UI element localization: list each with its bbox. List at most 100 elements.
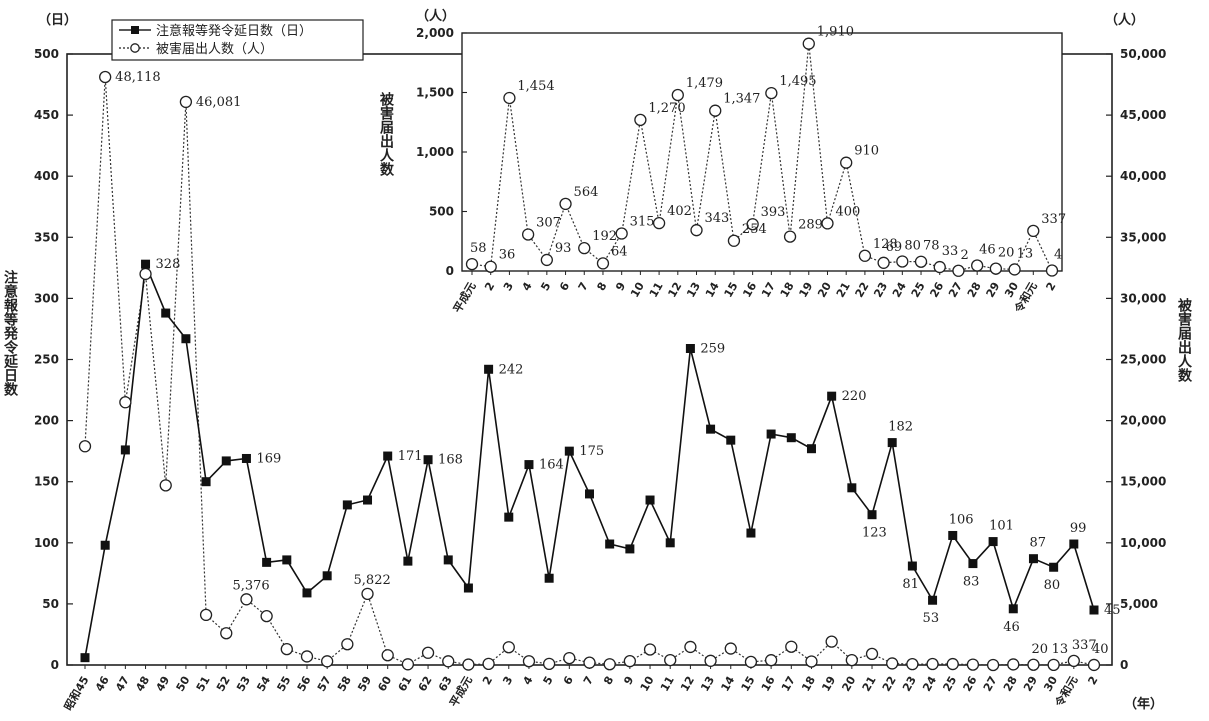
inset-victims-point [578, 242, 591, 255]
victims-point [220, 627, 233, 640]
right-tick-label: 35,000 [1120, 230, 1166, 244]
data-label: 169 [256, 451, 281, 466]
victims-point [906, 658, 919, 671]
victims-point [482, 657, 495, 671]
victims-point [684, 640, 697, 654]
days-point [302, 588, 312, 598]
victims-point [280, 642, 293, 656]
days-point [161, 308, 171, 318]
inset-tick-label: 0 [446, 264, 454, 278]
inset-data-label: 1,347 [723, 92, 760, 107]
inset-data-label: 910 [854, 144, 879, 159]
data-label: 106 [949, 512, 974, 527]
victims-point [401, 658, 415, 671]
victims-point [805, 655, 818, 668]
data-label: 101 [989, 519, 1014, 534]
days-point [726, 435, 736, 445]
victims-point [583, 656, 596, 669]
inset-data-label: 564 [574, 185, 599, 200]
days-point [685, 344, 695, 354]
inset-data-label: 307 [536, 215, 561, 230]
inset-victims-point [933, 260, 946, 274]
days-point [988, 537, 998, 547]
inset-victims-point [634, 113, 647, 127]
days-point [141, 259, 151, 269]
inset-data-label: 2 [960, 248, 968, 263]
victims-point [926, 657, 939, 671]
inset-victims-point [690, 224, 703, 237]
inset-victims-point [521, 228, 535, 241]
days-point [564, 446, 574, 456]
data-label: 182 [888, 420, 913, 435]
victims-point [865, 647, 879, 661]
days-point [605, 539, 615, 549]
days-point [120, 445, 130, 455]
left-tick-label: 400 [34, 169, 59, 183]
days-point [1008, 604, 1018, 614]
victims-point [825, 635, 838, 648]
days-point [363, 495, 373, 505]
days-point [504, 512, 514, 522]
left-tick-label: 200 [34, 414, 59, 428]
victims-point [300, 650, 314, 663]
days-point [665, 538, 675, 548]
inset-data-label: 1,479 [686, 76, 723, 91]
days-point [463, 583, 473, 593]
victims-point [1007, 658, 1020, 671]
inset-victims-point [802, 37, 815, 50]
inset-tick-label: 2,000 [416, 26, 454, 40]
inset-data-label: 1,270 [648, 101, 685, 116]
main-left-axis: 0 50 100 150 200 250 300 350 400 450 500 [34, 47, 73, 672]
inset-victims-point [559, 197, 572, 211]
victims-point [321, 655, 334, 668]
inset-data-label: 13 [1017, 246, 1034, 261]
right-tick-label: 5,000 [1120, 597, 1158, 611]
left-tick-label: 0 [51, 658, 59, 672]
days-point [645, 495, 655, 505]
inset-victims-point [896, 255, 909, 268]
data-label: 53 [923, 611, 940, 626]
inset-victims-point [652, 217, 666, 230]
days-point [887, 438, 897, 448]
inset-victims-point [821, 217, 834, 230]
right-tick-label: 10,000 [1120, 536, 1166, 550]
victims-point [502, 641, 515, 654]
left-axis-title: 注意報等発令延日数 [2, 269, 19, 397]
right-tick-label: 0 [1120, 658, 1128, 672]
days-point [383, 451, 393, 461]
inset-data-label: 93 [555, 241, 572, 256]
inset-victims-point [765, 86, 778, 100]
data-label: 168 [438, 453, 463, 468]
victims-point [1047, 658, 1060, 671]
days-point [282, 555, 292, 565]
days-point [786, 433, 796, 443]
left-tick-label: 100 [34, 536, 59, 550]
right-tick-label: 50,000 [1120, 47, 1166, 61]
inset-victims-point [727, 234, 741, 247]
victims-point [361, 587, 374, 601]
inset-tick-label: 1,000 [416, 145, 454, 159]
victims-point [462, 658, 475, 671]
x-axis-unit: （年） [1124, 696, 1163, 712]
inset-data-label: 128 [873, 237, 898, 252]
victims-point [1087, 658, 1101, 672]
days-point [322, 571, 332, 581]
inset-victims-point [1008, 263, 1021, 276]
data-label: 46 [1003, 620, 1020, 635]
days-point [847, 483, 857, 493]
victims-point [704, 654, 717, 667]
victims-point [986, 658, 1000, 672]
inset-victims-point [709, 104, 722, 117]
victims-point [179, 95, 193, 109]
inset-data-label: 33 [942, 244, 959, 259]
victims-point [1027, 658, 1040, 671]
victims-point [341, 638, 354, 651]
victims-point [785, 640, 798, 653]
left-tick-label: 450 [34, 108, 59, 122]
right-tick-label: 45,000 [1120, 108, 1166, 122]
days-point [80, 653, 90, 663]
days-point [544, 573, 554, 583]
